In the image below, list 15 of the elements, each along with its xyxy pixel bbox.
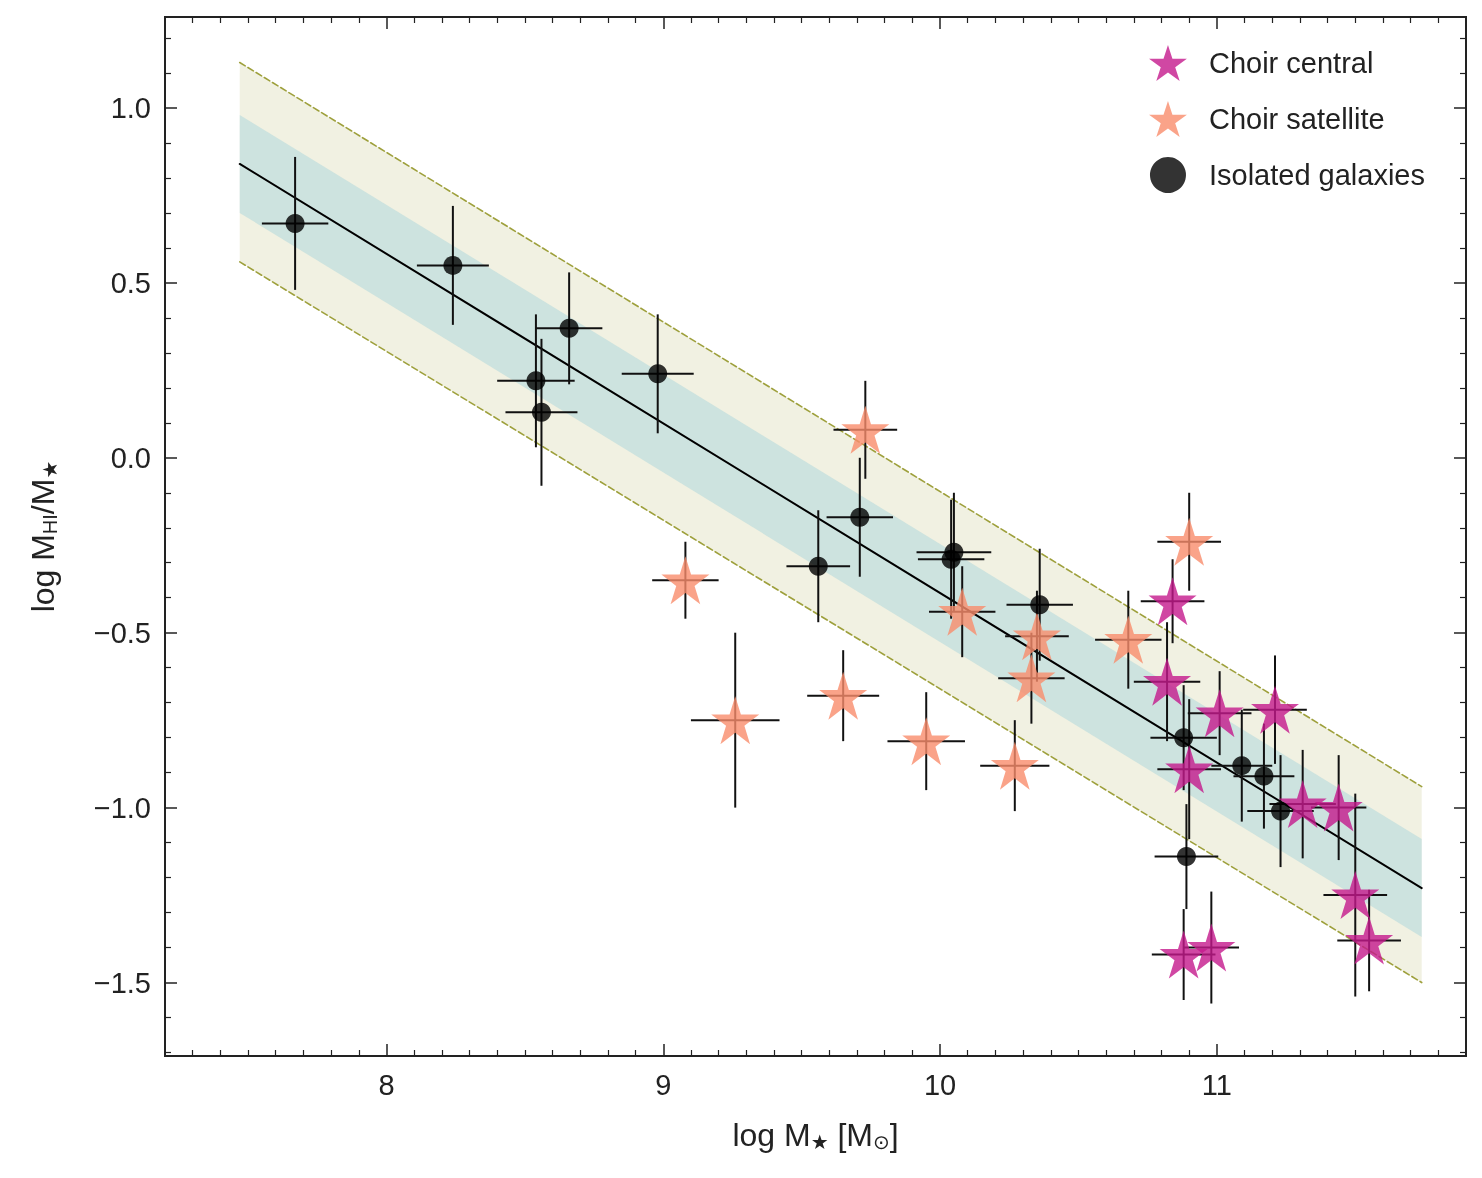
legend-label: Choir satellite [1208, 103, 1385, 135]
y-axis-title: log MHI/M★ [25, 460, 61, 613]
x-axis-title: log M★ [M⊙] [732, 1117, 899, 1153]
y-tick-label: −0.5 [93, 616, 151, 649]
y-tick-label: 0.0 [110, 441, 151, 474]
y-tick-label: 1.0 [110, 91, 151, 124]
legend-label: Choir central [1208, 47, 1374, 79]
x-tick-label: 10 [923, 1068, 957, 1101]
x-tick-label: 8 [378, 1068, 395, 1101]
y-tick-label: 0.5 [110, 266, 151, 299]
y-tick-label: −1.5 [93, 966, 151, 999]
legend-label: Isolated galaxies [1208, 159, 1425, 191]
y-tick-label: −1.0 [93, 791, 151, 824]
x-tick-label: 9 [655, 1068, 672, 1101]
x-tick-label: 11 [1201, 1068, 1232, 1101]
